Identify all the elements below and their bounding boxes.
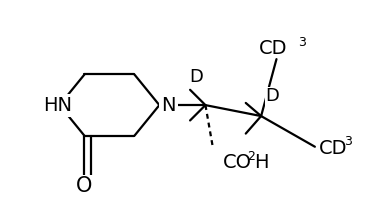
Text: D: D bbox=[266, 87, 280, 105]
Text: D: D bbox=[189, 68, 203, 86]
Text: 3: 3 bbox=[344, 135, 352, 148]
Text: CO: CO bbox=[223, 153, 252, 171]
Text: CD: CD bbox=[319, 140, 347, 158]
Text: 2: 2 bbox=[247, 150, 255, 163]
Text: CD: CD bbox=[258, 39, 287, 58]
Text: 3: 3 bbox=[298, 36, 306, 49]
Text: O: O bbox=[76, 176, 93, 196]
Text: N: N bbox=[161, 96, 176, 115]
Text: H: H bbox=[254, 153, 269, 171]
Text: HN: HN bbox=[43, 96, 72, 115]
